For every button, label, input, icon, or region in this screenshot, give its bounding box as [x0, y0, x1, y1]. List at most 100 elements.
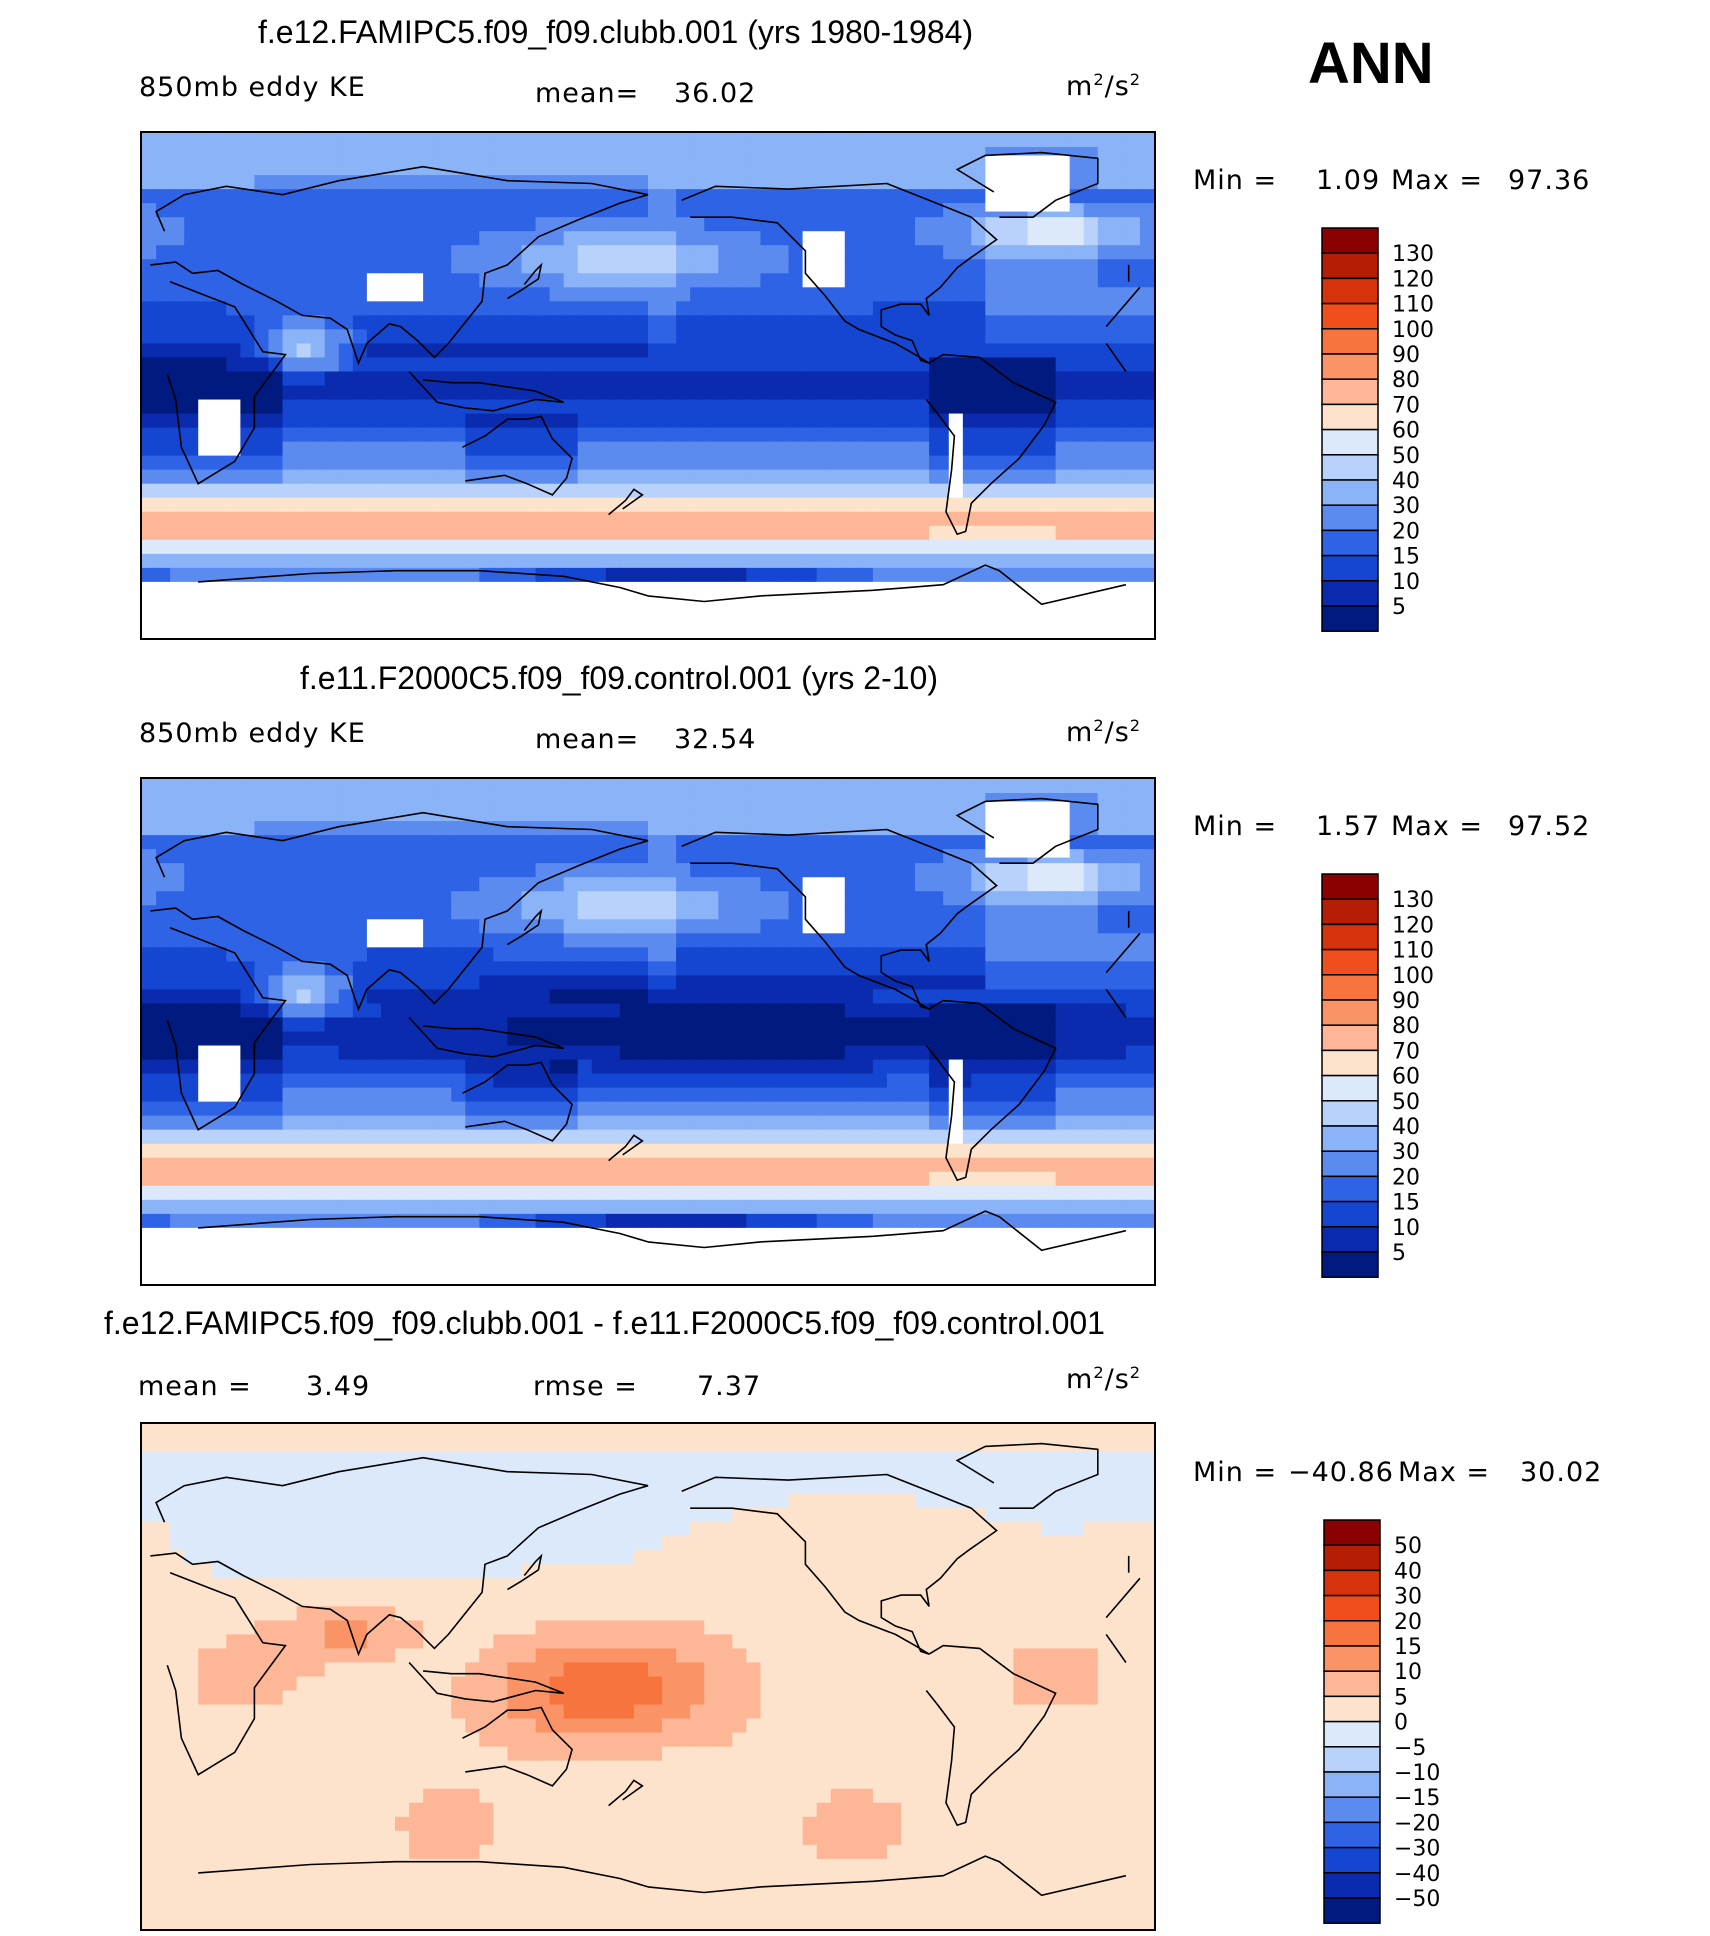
field-cell — [437, 161, 452, 176]
field-cell — [437, 567, 452, 583]
field-cell — [957, 259, 972, 274]
field-cell — [872, 161, 888, 176]
field-cell — [507, 1171, 523, 1187]
field-cell — [1027, 933, 1043, 948]
field-cell — [985, 975, 1000, 991]
field-cell — [971, 835, 986, 850]
field-cell — [254, 1213, 270, 1229]
field-cell — [521, 581, 537, 597]
field-cell — [170, 567, 185, 583]
field-cell — [366, 413, 382, 429]
field-cell — [352, 567, 368, 583]
field-cell — [1083, 329, 1099, 345]
field-cell — [380, 1087, 396, 1103]
field-cell — [886, 1199, 902, 1215]
field-cell — [704, 301, 719, 316]
field-cell — [1055, 483, 1071, 499]
field-cell — [662, 161, 677, 176]
field-cell — [549, 245, 565, 260]
field-cell — [605, 259, 621, 274]
field-cell — [1069, 1115, 1085, 1131]
field-cell — [704, 259, 719, 274]
field-cell — [943, 1199, 958, 1215]
field-cell — [1041, 259, 1057, 274]
field-cell — [633, 273, 649, 288]
field-cell — [380, 525, 396, 541]
field-cell — [732, 877, 747, 892]
field-cell — [760, 189, 776, 204]
field-cell — [676, 891, 691, 906]
field-cell — [872, 175, 888, 190]
field-cell — [156, 919, 171, 934]
field-cell — [212, 975, 227, 991]
field-cell — [774, 539, 790, 555]
colorbar-swatch — [1321, 353, 1379, 380]
field-cell — [619, 1087, 635, 1103]
field-cell — [816, 581, 832, 597]
field-cell — [1097, 455, 1113, 471]
field-cell — [718, 483, 733, 499]
field-cell — [788, 1213, 804, 1229]
field-cell — [198, 849, 213, 864]
field-cell — [296, 1031, 312, 1047]
field-cell — [760, 877, 776, 892]
field-cell — [788, 623, 804, 638]
field-cell — [788, 905, 804, 920]
field-cell — [662, 623, 677, 638]
field-cell — [282, 933, 298, 948]
field-cell — [774, 793, 790, 808]
field-cell — [676, 947, 691, 962]
field-cell — [409, 189, 424, 204]
field-cell — [704, 469, 719, 485]
field-cell — [423, 525, 438, 541]
field-cell — [648, 553, 663, 569]
field-cell — [296, 301, 312, 316]
field-cell — [324, 905, 340, 920]
field-cell — [479, 1227, 494, 1243]
field-cell — [633, 1213, 649, 1229]
field-cell — [1083, 975, 1099, 991]
field-cell — [676, 385, 691, 401]
field-cell — [985, 1087, 1000, 1103]
field-cell — [1041, 329, 1057, 345]
field-cell — [296, 933, 312, 948]
field-cell — [858, 455, 874, 471]
field-cell — [1139, 1185, 1154, 1201]
field-cell — [774, 807, 790, 822]
field-cell — [816, 357, 832, 373]
field-cell — [929, 427, 944, 443]
field-cell — [605, 947, 621, 962]
field-cell — [858, 427, 874, 443]
field-cell — [971, 399, 986, 415]
field-cell — [521, 1171, 537, 1187]
field-cell — [971, 609, 986, 625]
field-cell — [493, 217, 509, 232]
field-cell — [633, 1073, 649, 1089]
field-cell — [774, 961, 790, 976]
field-cell — [648, 975, 663, 991]
field-cell — [605, 1129, 621, 1145]
field-cell — [1069, 455, 1085, 471]
field-cell — [858, 1031, 874, 1047]
field-cell — [704, 245, 719, 260]
field-cell — [633, 371, 649, 387]
field-cell — [1125, 947, 1141, 962]
field-cell — [380, 609, 396, 625]
field-cell — [366, 1003, 382, 1019]
field-cell — [732, 609, 747, 625]
field-cell — [605, 287, 621, 302]
field-cell — [858, 1143, 874, 1159]
field-cell — [872, 919, 888, 934]
field-cell — [268, 371, 284, 387]
field-cell — [676, 301, 691, 316]
field-cell — [310, 595, 326, 611]
field-cell — [732, 343, 747, 359]
field-cell — [760, 357, 776, 373]
field-cell — [465, 455, 480, 471]
field-cell — [662, 371, 677, 387]
field-cell — [971, 427, 986, 443]
field-cell — [633, 1185, 649, 1201]
field-cell — [212, 245, 227, 260]
field-cell — [521, 189, 537, 204]
field-cell — [985, 1045, 1000, 1061]
